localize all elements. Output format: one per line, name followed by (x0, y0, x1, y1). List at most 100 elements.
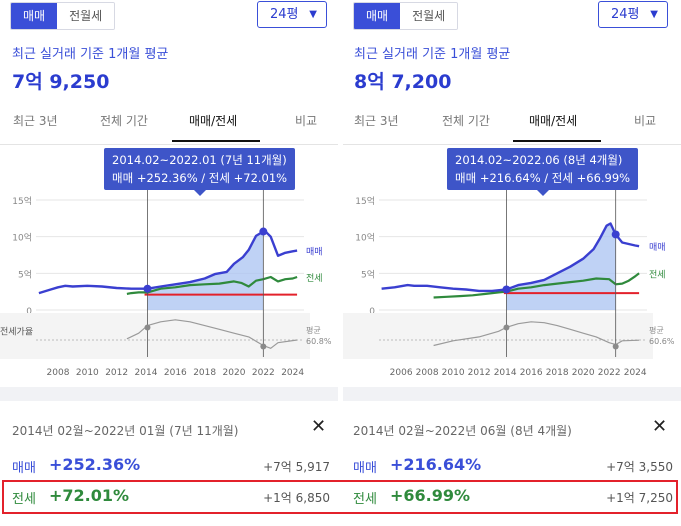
average-price: 7억 9,250 (12, 71, 110, 93)
summary-period: 2014년 02월~2022년 06월 (8년 4개월) (353, 424, 572, 438)
chevron-down-icon: ▼ (650, 9, 658, 20)
active-tab-indicator (172, 140, 260, 142)
sale-series-line (38, 230, 298, 295)
sale-label: 매매 (12, 461, 36, 476)
period-tooltip: 2014.02~2022.06 (8년 4개월) 매매 +216.64% / 전… (447, 148, 639, 196)
sale-change-amount: +7억 5,917 (263, 460, 330, 474)
jeonse-change-pct: +72.01% (49, 486, 130, 505)
jeonse-change-amount: +1억 7,250 (606, 491, 673, 505)
section-divider (0, 387, 338, 401)
tab-recent-3y[interactable]: 최근 3년 (354, 114, 399, 128)
sale-label: 매매 (353, 461, 377, 476)
y-tick-label: 10억 (355, 232, 375, 244)
area-select[interactable]: 24평 ▼ (598, 1, 668, 28)
y-tick-label: 0 (369, 307, 375, 317)
ratio-average-label: 평균 (649, 325, 664, 335)
y-tick-label: 5억 (18, 268, 32, 280)
x-tick-label: 2008 (416, 368, 439, 378)
tab-sale-jeonse[interactable]: 매매/전세 (529, 114, 578, 128)
tooltip-period: 2014.02~2022.01 (7년 11개월) (112, 153, 287, 167)
sale-change-pct: +216.64% (390, 455, 482, 474)
jeonse-label: 전세 (353, 492, 377, 507)
jeonse-series-label: 전세 (306, 273, 323, 284)
period-marker-point (259, 227, 268, 236)
tab-all-period[interactable]: 전체 기간 (100, 114, 148, 128)
ratio-series-label: 전세가율 (0, 326, 33, 337)
price-subtitle: 최근 실거래 기준 1개월 평균 (354, 47, 511, 62)
x-tick-label: 2006 (390, 368, 413, 378)
ratio-average-value: 60.8% (306, 337, 332, 346)
x-tick-label: 2020 (223, 368, 246, 378)
y-tick-label: 5억 (361, 268, 375, 280)
x-tick-label: 2012 (468, 368, 491, 378)
x-tick-label: 2024 (624, 368, 647, 378)
tooltip-period: 2014.02~2022.06 (8년 4개월) (455, 153, 623, 167)
ratio-marker-point (260, 343, 267, 350)
jeonse-series-label: 전세 (649, 269, 666, 280)
x-tick-label: 2010 (442, 368, 465, 378)
jeonse-change-pct: +66.99% (390, 486, 471, 505)
tab-recent-3y[interactable]: 최근 3년 (13, 114, 58, 128)
tab-sale-jeonse[interactable]: 매매/전세 (189, 114, 238, 128)
period-marker-point (143, 284, 152, 293)
close-icon[interactable]: ✕ (652, 416, 668, 437)
y-tick-label: 15억 (12, 195, 32, 207)
period-tabs: 최근 3년 전체 기간 매매/전세 비교 (343, 108, 681, 145)
x-tick-label: 2022 (598, 368, 621, 378)
y-tick-label: 0 (26, 307, 32, 317)
price-chart[interactable]: 15억 10억 5억 0 2006 2008 2010 2012 2014 2016 2018 202… (343, 145, 681, 385)
left-panel: 매매 전월세 24평 ▼ 최근 실거래 기준 1개월 평균 7억 9,250 최… (0, 0, 338, 526)
sale-series-label: 매매 (649, 242, 666, 253)
tooltip-change: 매매 +252.36% / 전세 +72.01% (112, 171, 288, 185)
price-chart-svg: 15억 10억 5억 0 2008 2010 2012 2014 2016 2018 2020 202… (0, 167, 332, 378)
x-tick-label: 2014 (494, 368, 517, 378)
tab-sale[interactable]: 매매 (11, 3, 58, 29)
summary-row-jeonse: 전세 +72.01% +1억 6,850 (0, 486, 338, 510)
x-tick-label: 2008 (47, 368, 70, 378)
ratio-band (0, 313, 310, 359)
sale-change-pct: +252.36% (49, 455, 141, 474)
jeonse-label: 전세 (12, 492, 36, 507)
summary-period: 2014년 02월~2022년 01월 (7년 11개월) (12, 424, 239, 438)
period-marker-point (502, 285, 511, 294)
tab-compare[interactable]: 비교 (295, 114, 318, 128)
ratio-average-label: 평균 (306, 325, 321, 335)
average-price: 8억 7,200 (354, 71, 452, 93)
ratio-marker-point (503, 324, 510, 331)
x-tick-label: 2010 (76, 368, 99, 378)
x-tick-label: 2020 (572, 368, 595, 378)
x-tick-label: 2018 (193, 368, 216, 378)
x-tick-label: 2018 (546, 368, 569, 378)
summary-row-jeonse: 전세 +66.99% +1억 7,250 (343, 486, 681, 510)
ratio-marker-point (612, 343, 619, 350)
tab-compare[interactable]: 비교 (634, 114, 657, 128)
x-tick-label: 2016 (520, 368, 543, 378)
close-icon[interactable]: ✕ (311, 416, 327, 437)
ratio-series-line (126, 319, 298, 349)
price-chart[interactable]: 15억 10억 5억 0 2008 2010 2012 2014 2016 2018 2020 202… (0, 145, 338, 385)
sale-series-label: 매매 (306, 247, 323, 258)
area-select[interactable]: 24평 ▼ (257, 1, 327, 28)
active-tab-indicator (513, 140, 601, 142)
period-marker-point (611, 230, 620, 239)
sale-change-amount: +7억 3,550 (606, 460, 673, 474)
x-tick-label: 2022 (252, 368, 275, 378)
chevron-down-icon: ▼ (309, 9, 317, 20)
x-tick-label: 2016 (164, 368, 187, 378)
period-tooltip: 2014.02~2022.01 (7년 11개월) 매매 +252.36% / … (104, 148, 296, 196)
area-select-value: 24평 (611, 7, 640, 22)
tooltip-change: 매매 +216.64% / 전세 +66.99% (455, 171, 631, 185)
x-tick-label: 2024 (281, 368, 304, 378)
selected-period-area (506, 223, 616, 310)
area-select-value: 24평 (270, 7, 299, 22)
deal-type-toggle: 매매 전월세 (10, 2, 116, 30)
tab-all-period[interactable]: 전체 기간 (442, 114, 490, 128)
tab-rent[interactable]: 전월세 (400, 3, 458, 29)
ratio-marker-point (144, 324, 151, 331)
period-tabs: 최근 3년 전체 기간 매매/전세 비교 (0, 108, 338, 145)
summary-row-sale: 매매 +216.64% +7억 3,550 (343, 455, 681, 479)
y-tick-label: 10억 (12, 232, 32, 244)
tab-rent[interactable]: 전월세 (57, 3, 115, 29)
summary-row-sale: 매매 +252.36% +7억 5,917 (0, 455, 338, 479)
tab-sale[interactable]: 매매 (354, 3, 401, 29)
